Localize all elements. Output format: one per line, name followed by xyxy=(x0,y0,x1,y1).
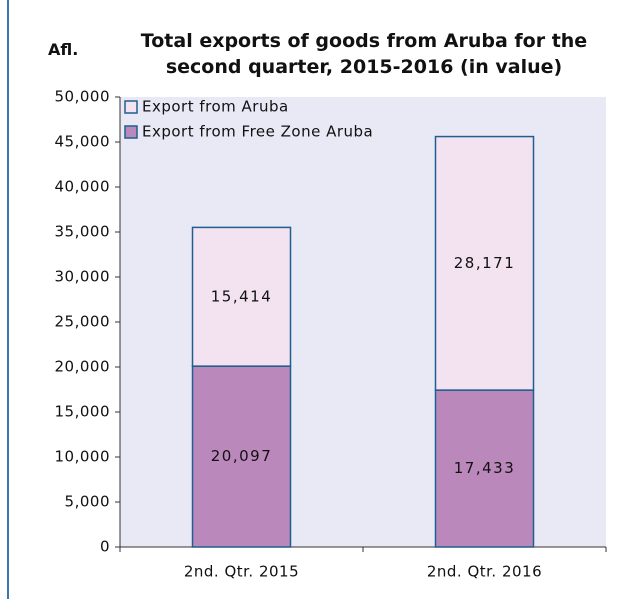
y-tick-label: 50,000 xyxy=(55,88,111,106)
y-tick-label: 45,000 xyxy=(55,133,111,151)
data-label: 20,097 xyxy=(211,447,273,465)
bar-segment xyxy=(191,365,292,548)
y-tick-label: 35,000 xyxy=(55,223,111,241)
bar-segment xyxy=(191,226,292,367)
y-tick-label: 10,000 xyxy=(55,448,111,466)
y-axis-label: Afl. xyxy=(48,40,79,59)
legend-label: Export from Aruba xyxy=(142,98,289,116)
legend-label: Export from Free Zone Aruba xyxy=(142,123,373,141)
x-tick-label: 2nd. Qtr. 2015 xyxy=(184,563,299,581)
legend-swatch xyxy=(124,100,138,114)
y-tick-label: 5,000 xyxy=(65,493,110,511)
y-tick-label: 25,000 xyxy=(55,313,111,331)
data-label: 15,414 xyxy=(211,287,273,305)
y-tick-label: 15,000 xyxy=(55,403,111,421)
data-label: 17,433 xyxy=(454,459,516,477)
legend-swatch xyxy=(124,125,138,139)
y-tick-label: 40,000 xyxy=(55,178,111,196)
y-tick-label: 30,000 xyxy=(55,268,111,286)
bar-segment xyxy=(434,135,535,391)
bar-segment xyxy=(434,389,535,548)
chart-title: Total exports of goods from Aruba for th… xyxy=(140,30,588,78)
x-tick-label: 2nd. Qtr. 2016 xyxy=(427,563,542,581)
y-tick-label: 20,000 xyxy=(55,358,111,376)
y-tick-label: 0 xyxy=(100,538,110,556)
data-label: 28,171 xyxy=(454,254,516,272)
